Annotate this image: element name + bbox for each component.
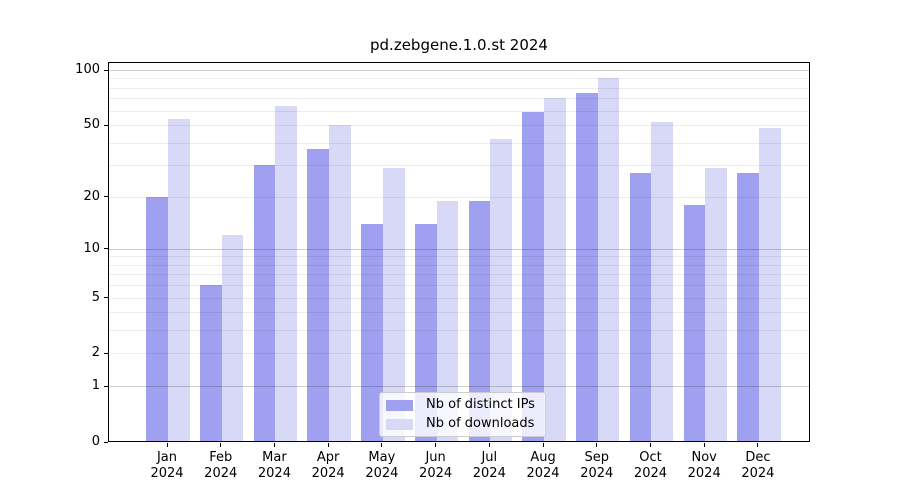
y-tick-label-0: 0	[91, 434, 100, 449]
bar-downloads-nov	[705, 167, 727, 441]
legend-swatch-downloads	[386, 418, 413, 430]
y-tick-1	[104, 385, 108, 387]
legend-label-downloads: Nb of downloads	[426, 416, 535, 431]
y-tick-0	[104, 441, 108, 443]
x-tick-label-oct: Oct 2024	[633, 450, 668, 481]
x-tick-dec	[757, 443, 759, 447]
x-tick-label-jun: Jun 2024	[419, 450, 453, 481]
bar-downloads-jan	[168, 118, 190, 441]
bar-ips-feb	[200, 285, 222, 441]
legend-item-distinct-ips: Nb of distinct IPs	[386, 397, 539, 413]
x-tick-oct	[649, 443, 651, 447]
x-tick-may	[381, 443, 383, 447]
x-tick-label-jan: Jan 2024	[150, 450, 184, 481]
bar-downloads-jul	[490, 138, 512, 441]
bar-downloads-jun	[436, 200, 459, 441]
x-tick-label-may: May 2024	[365, 450, 399, 481]
bar-downloads-apr	[329, 125, 351, 441]
x-tick-feb	[220, 443, 222, 447]
y-tick-2	[104, 352, 108, 354]
y-tick-label-1: 1	[91, 378, 100, 394]
x-tick-label-jul: Jul 2024	[472, 450, 506, 481]
y-tick-20	[104, 196, 108, 198]
x-tick-aug	[542, 443, 544, 447]
x-tick-label-mar: Mar 2024	[257, 450, 291, 481]
y-tick-label-2: 2	[91, 345, 100, 361]
x-tick-label-feb: Feb 2024	[204, 450, 238, 481]
x-tick-label-apr: Apr 2024	[311, 450, 345, 481]
bar-ips-nov	[683, 204, 706, 441]
y-tick-label-50: 50	[83, 117, 100, 133]
chart-title: pd.zebgene.1.0.st 2024	[370, 36, 548, 54]
x-tick-label-nov: Nov 2024	[687, 450, 721, 481]
legend-label-distinct-ips: Nb of distinct IPs	[426, 397, 535, 412]
bar-ips-sep	[576, 92, 598, 441]
x-tick-jan	[166, 443, 168, 447]
bar-ips-oct	[629, 173, 652, 441]
x-tick-label-sep: Sep 2024	[580, 450, 614, 481]
legend-item-downloads: Nb of downloads	[386, 416, 539, 432]
y-tick-10	[104, 248, 108, 250]
bar-downloads-dec	[758, 128, 781, 441]
y-tick-label-100: 100	[75, 62, 100, 77]
bar-ips-jul	[468, 200, 491, 441]
bar-ips-may	[361, 223, 383, 441]
y-tick-label-5: 5	[91, 289, 100, 305]
bar-ips-mar	[253, 165, 276, 441]
bar-ips-aug	[522, 111, 545, 441]
y-tick-label-10: 10	[83, 240, 100, 256]
x-tick-apr	[327, 443, 329, 447]
x-tick-jul	[488, 443, 490, 447]
x-tick-jun	[435, 443, 437, 447]
y-tick-5	[104, 297, 108, 299]
bar-downloads-may	[382, 167, 405, 441]
x-tick-label-dec: Dec 2024	[741, 450, 775, 481]
bar-downloads-oct	[651, 121, 674, 441]
bar-ips-jan	[146, 196, 168, 441]
bar-ips-dec	[737, 173, 759, 441]
bar-ips-apr	[307, 148, 330, 441]
bar-downloads-mar	[275, 105, 298, 441]
bar-downloads-aug	[544, 98, 566, 441]
bar-downloads-sep	[597, 78, 620, 441]
x-tick-mar	[273, 443, 275, 447]
plot-area	[108, 62, 810, 442]
legend-swatch-distinct-ips	[386, 399, 413, 411]
x-tick-sep	[596, 443, 598, 447]
x-tick-label-aug: Aug 2024	[526, 450, 560, 481]
bar-downloads-feb	[221, 235, 244, 441]
y-tick-label-20: 20	[83, 188, 100, 204]
y-tick-100	[104, 69, 108, 71]
legend: Nb of distinct IPs Nb of downloads	[379, 392, 546, 437]
x-tick-nov	[703, 443, 705, 447]
bar-ips-jun	[414, 223, 437, 441]
y-tick-50	[104, 124, 108, 126]
